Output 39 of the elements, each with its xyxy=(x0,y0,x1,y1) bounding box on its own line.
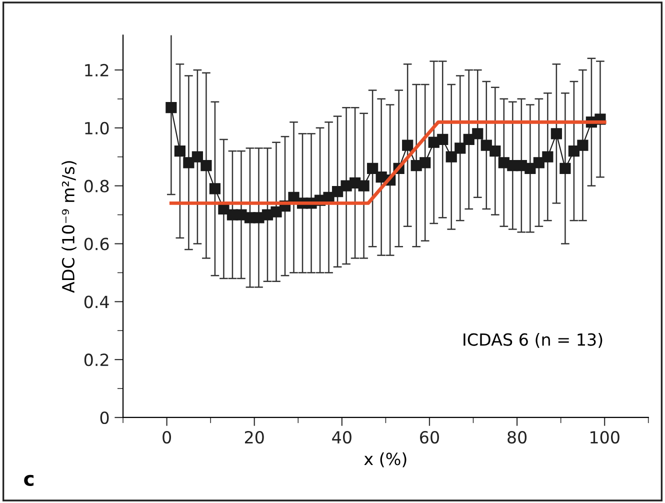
point xyxy=(446,151,457,162)
point xyxy=(542,151,554,162)
point xyxy=(454,142,466,154)
point xyxy=(367,162,378,174)
point xyxy=(550,128,562,140)
y-tick-label: 0.4 xyxy=(84,296,109,308)
point xyxy=(209,183,221,194)
x-tick-label: 60 xyxy=(420,430,439,444)
point xyxy=(174,145,186,157)
point xyxy=(472,128,484,140)
y-axis-title: ADC (10⁻⁹ m²/s) xyxy=(62,161,76,293)
x-axis-title: x (%) xyxy=(364,452,406,468)
point xyxy=(577,140,588,151)
x-tick-label: 100 xyxy=(590,430,620,444)
y-tick-label: 0 xyxy=(100,411,109,424)
point xyxy=(420,157,431,168)
x-tick-label: 40 xyxy=(332,430,352,444)
x-tick-label: 0 xyxy=(162,430,171,444)
point xyxy=(166,102,177,114)
point xyxy=(524,162,536,174)
y-tick-label: 0.2 xyxy=(84,354,108,366)
y-tick-label: 0.8 xyxy=(84,180,109,192)
point xyxy=(437,134,448,146)
x-tick-label: 80 xyxy=(508,430,527,444)
point xyxy=(183,157,194,168)
y-tick-label: 0.6 xyxy=(84,238,109,250)
x-tick-label: 20 xyxy=(244,430,264,444)
text: c xyxy=(24,474,34,486)
point xyxy=(480,140,492,151)
annotation: ICDAS 6 (n = 13) xyxy=(464,332,602,348)
point xyxy=(200,160,212,172)
point xyxy=(490,145,501,157)
point xyxy=(358,180,370,192)
point xyxy=(192,151,204,162)
point xyxy=(270,206,282,218)
point xyxy=(402,140,414,151)
point xyxy=(560,162,571,174)
y-tick-label: 1.0 xyxy=(85,122,109,134)
y-tick-label: 1.2 xyxy=(85,64,108,76)
